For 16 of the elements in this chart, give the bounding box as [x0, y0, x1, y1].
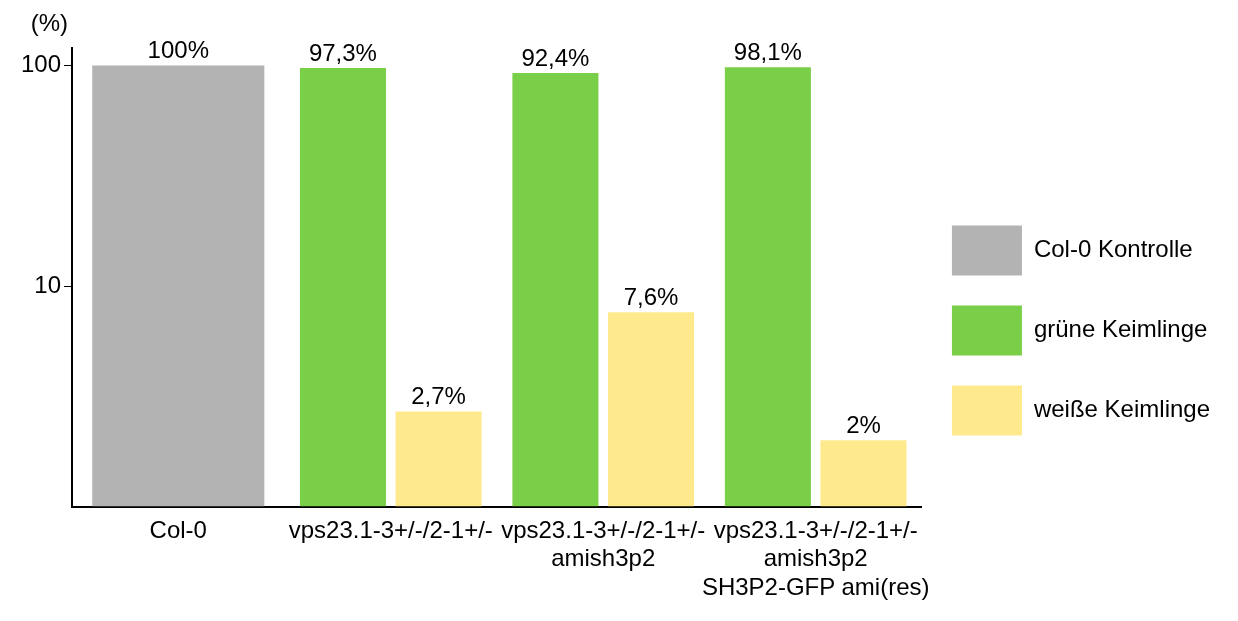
- data-label: 98,1%: [733, 37, 802, 65]
- x-tick-label: vps23.1-3+/-/2-1+/-: [288, 515, 493, 543]
- data-label: 92,4%: [521, 43, 590, 71]
- y-tick-label: 100: [21, 50, 62, 78]
- data-label: 2%: [846, 410, 881, 438]
- data-label: 7,6%: [623, 282, 679, 310]
- data-label: 100%: [147, 36, 209, 64]
- data-label: 2,7%: [411, 382, 466, 410]
- legend-label: grüne Keimlinge: [1033, 315, 1208, 343]
- x-tick-label: vps23.1-3+/-/2-1+/- amish3p2: [501, 515, 706, 572]
- y-axis-title: (%): [30, 8, 69, 36]
- legend-label: Col-0 Kontrolle: [1033, 235, 1193, 263]
- legend-label: weiße Keimlinge: [1032, 395, 1210, 423]
- data-label: 97,3%: [308, 38, 377, 66]
- y-tick-label: 10: [34, 270, 62, 298]
- x-tick-label: Col-0: [149, 515, 207, 543]
